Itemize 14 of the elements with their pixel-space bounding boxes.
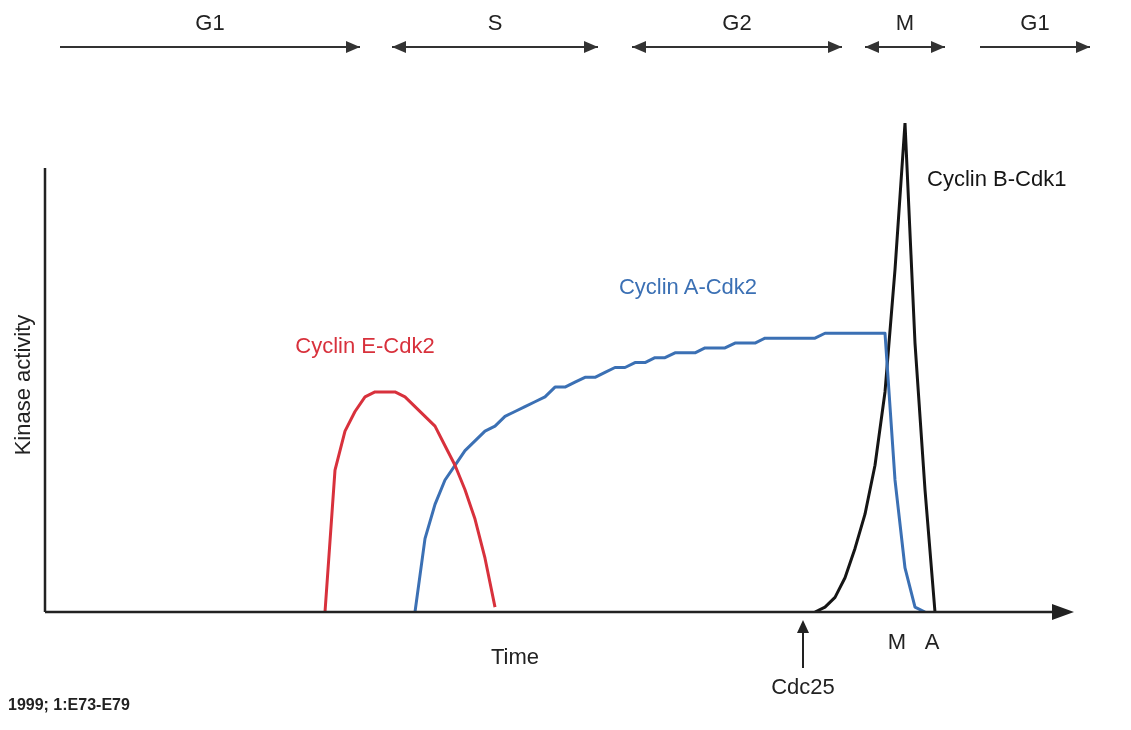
y-axis-title: Kinase activity — [10, 314, 36, 456]
text: G1 — [195, 10, 225, 36]
text: Cdc25 — [771, 674, 835, 700]
series-label: Cyclin B-Cdk1 — [927, 166, 1067, 192]
text: G2 — [722, 10, 752, 36]
series-label: Cyclin A-Cdk2 — [618, 274, 758, 300]
text: Cyclin E-Cdk2 — [295, 333, 435, 359]
text: A — [924, 629, 940, 655]
x-axis-title: Time — [490, 644, 540, 670]
text: G1 — [1020, 10, 1050, 36]
text: 1999; 1:E73-E79 — [8, 696, 130, 714]
text: M — [887, 629, 907, 655]
text: M — [895, 10, 915, 36]
text: S — [487, 10, 503, 36]
